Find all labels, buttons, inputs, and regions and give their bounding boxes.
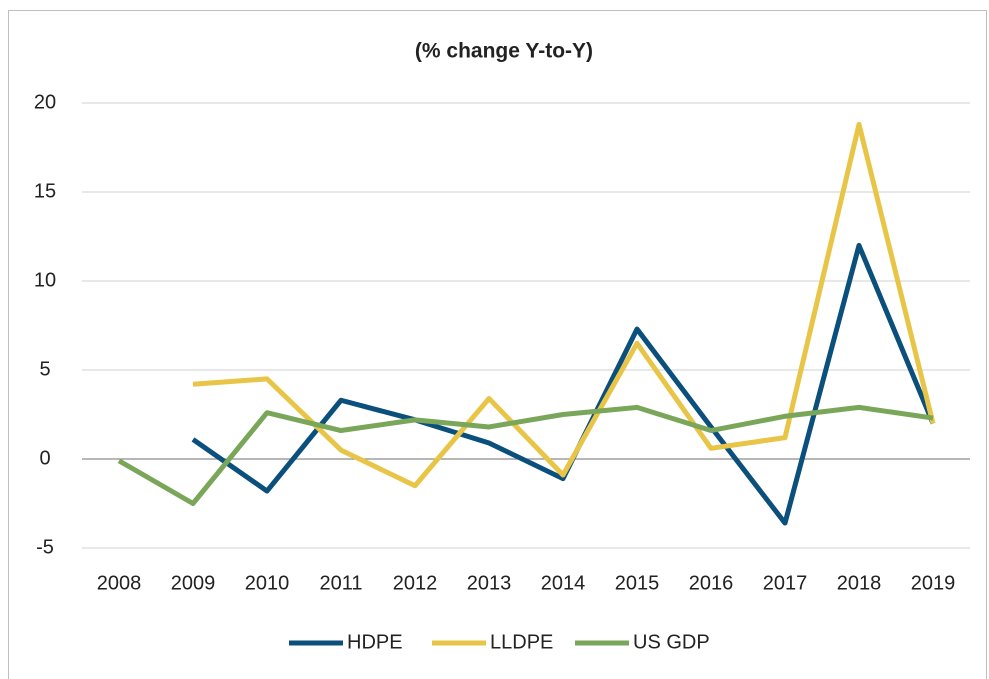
x-tick-label: 2009	[171, 572, 216, 594]
legend-label: LLDPE	[490, 631, 553, 653]
y-tick-label: 0	[39, 447, 50, 469]
x-tick-label: 2012	[393, 572, 438, 594]
x-tick-label: 2018	[837, 572, 882, 594]
x-tick-label: 2013	[467, 572, 512, 594]
series-line	[191, 242, 936, 526]
y-tick-label: 5	[39, 358, 50, 380]
x-tick-label: 2019	[911, 572, 956, 594]
legend-label: HDPE	[347, 631, 403, 653]
x-tick-label: 2008	[97, 572, 142, 594]
x-tick-label: 2017	[763, 572, 808, 594]
x-tick-label: 2010	[245, 572, 290, 594]
x-tick-label: 2016	[689, 572, 734, 594]
chart-frame	[8, 10, 987, 679]
y-tick-label: -5	[36, 536, 54, 558]
x-tick-label: 2011	[319, 572, 362, 594]
chart-title: (% change Y-to-Y)	[415, 40, 593, 63]
legend-label: US GDP	[633, 631, 710, 653]
x-tick-label: 2014	[541, 572, 586, 594]
x-tick-label: 2015	[615, 572, 660, 594]
y-tick-label: 15	[34, 180, 56, 202]
y-tick-label: 10	[34, 269, 56, 291]
y-tick-label: 20	[34, 91, 56, 113]
series-line	[117, 404, 934, 506]
